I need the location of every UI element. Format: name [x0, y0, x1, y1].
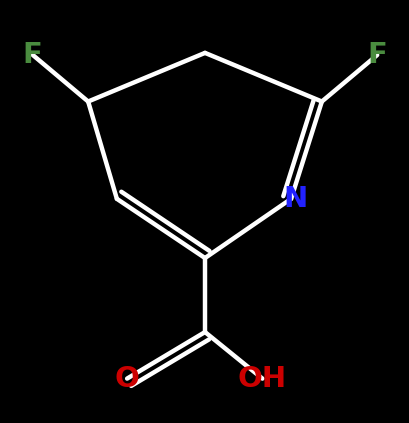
Text: O: O	[115, 365, 139, 393]
Text: F: F	[23, 41, 43, 69]
Text: F: F	[366, 41, 386, 69]
Text: OH: OH	[237, 365, 286, 393]
Text: N: N	[282, 185, 307, 213]
